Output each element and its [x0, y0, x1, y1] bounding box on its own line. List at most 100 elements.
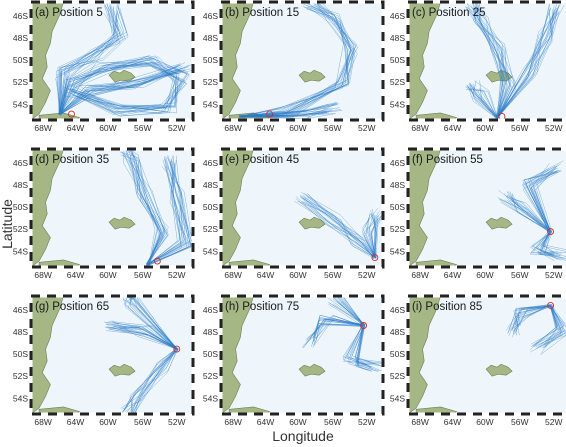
south-america-landmass: [408, 149, 441, 267]
panel-i: (i) Position 85 68W 64W 60W 56W 52W 46S 48S 50S 5…: [390, 294, 566, 427]
panel-frame-dashes: [29, 0, 195, 122]
drift-track: [498, 12, 554, 117]
y-tick-label: 52S: [390, 224, 405, 234]
drift-track: [238, 8, 349, 118]
drift-track: [59, 66, 189, 114]
drift-track: [370, 210, 376, 257]
x-tick-label: 68W: [34, 270, 51, 280]
drift-track: [367, 213, 377, 258]
x-tick-label: 52W: [358, 270, 375, 280]
drift-track: [541, 306, 566, 344]
y-tick-label: 48S: [13, 33, 28, 43]
panel-title: (a) Position 5: [35, 7, 103, 19]
y-tick-label: 54S: [13, 100, 28, 110]
drift-track: [125, 298, 179, 350]
drift-track: [340, 301, 364, 325]
y-tick-label: 48S: [390, 180, 405, 190]
tierra-del-fuego: [415, 112, 458, 120]
drift-track: [301, 196, 377, 259]
drift-track: [539, 230, 566, 260]
panel-title: (i) Position 85: [412, 301, 482, 313]
trajectory-tracks: [505, 304, 566, 355]
x-tick-label: 68W: [411, 417, 428, 427]
drift-track: [342, 325, 367, 370]
south-america-landmass: [408, 2, 441, 120]
drift-track: [241, 6, 344, 118]
y-tick-label: 54S: [390, 394, 405, 404]
drift-track: [134, 348, 176, 414]
y-tick-label: 54S: [203, 394, 218, 404]
y-tick-label: 46S: [13, 158, 28, 168]
drift-track: [522, 163, 562, 232]
drift-track: [125, 150, 159, 266]
panel-title: (g) Position 65: [35, 301, 109, 313]
drift-track: [114, 324, 176, 350]
drift-track: [532, 305, 556, 347]
y-tick-label: 54S: [13, 247, 28, 257]
x-tick-label: 52W: [168, 270, 185, 280]
drift-track: [515, 304, 552, 336]
drift-track: [146, 159, 181, 266]
y-tick-label: 50S: [13, 55, 28, 65]
drift-track: [498, 5, 555, 118]
panel-c: (c) Position 25 68W 64W 60W 56W 52W 46S 48S 50S 5…: [390, 0, 566, 133]
x-tick-label: 56W: [511, 123, 528, 133]
drift-track: [373, 216, 383, 257]
drift-track: [354, 326, 383, 367]
drift-track: [241, 2, 355, 118]
drift-track: [59, 55, 176, 116]
y-tick-label: 52S: [390, 77, 405, 87]
drift-track: [111, 320, 179, 350]
drift-track: [544, 305, 557, 345]
x-tick-label: 64W: [67, 417, 84, 427]
drift-track: [60, 68, 186, 115]
drift-track: [498, 8, 552, 118]
drift-track: [356, 325, 372, 364]
drift-track: [539, 230, 561, 256]
drift-track: [121, 151, 169, 264]
x-tick-label: 56W: [324, 270, 341, 280]
drift-track: [303, 192, 375, 258]
drift-track: [239, 4, 349, 118]
panel-frame-dashes: [406, 294, 566, 416]
drift-track: [124, 347, 178, 413]
drift-track: [299, 195, 375, 258]
x-tick-label: 52W: [545, 417, 562, 427]
south-america-landmass: [221, 296, 254, 414]
drift-track: [524, 171, 559, 233]
falkland-islands: [298, 216, 326, 230]
y-tick-label: 46S: [390, 11, 405, 21]
drift-track: [497, 12, 560, 118]
y-tick-label: 48S: [203, 180, 218, 190]
drift-track: [58, 55, 175, 114]
x-tick-label: 52W: [358, 417, 375, 427]
y-tick-label: 54S: [390, 247, 405, 257]
y-tick-label: 54S: [13, 394, 28, 404]
drift-track: [370, 213, 378, 258]
drift-track: [465, 88, 499, 119]
x-tick-label: 68W: [411, 270, 428, 280]
drift-track: [341, 300, 365, 325]
y-tick-label: 50S: [390, 202, 405, 212]
drift-track: [474, 80, 498, 119]
drift-track: [543, 231, 566, 257]
y-tick-label: 52S: [13, 77, 28, 87]
drift-track: [241, 110, 343, 118]
x-tick-label: 64W: [444, 270, 461, 280]
tierra-del-fuego: [415, 406, 458, 414]
drift-track: [60, 13, 116, 114]
drift-track: [60, 3, 120, 114]
drift-track: [370, 217, 379, 259]
falkland-islands: [108, 216, 136, 230]
x-tick-label: 68W: [411, 123, 428, 133]
tierra-del-fuego: [38, 259, 81, 267]
drift-track: [61, 67, 182, 114]
x-tick-label: 60W: [289, 270, 306, 280]
drift-track: [107, 328, 179, 350]
x-tick-label: 60W: [476, 417, 493, 427]
trajectory-tracks: [55, 2, 192, 117]
drift-track: [530, 305, 564, 345]
panel-title: (b) Position 15: [225, 7, 299, 19]
panel-frame-dashes: [29, 147, 195, 269]
drift-track: [146, 162, 181, 266]
